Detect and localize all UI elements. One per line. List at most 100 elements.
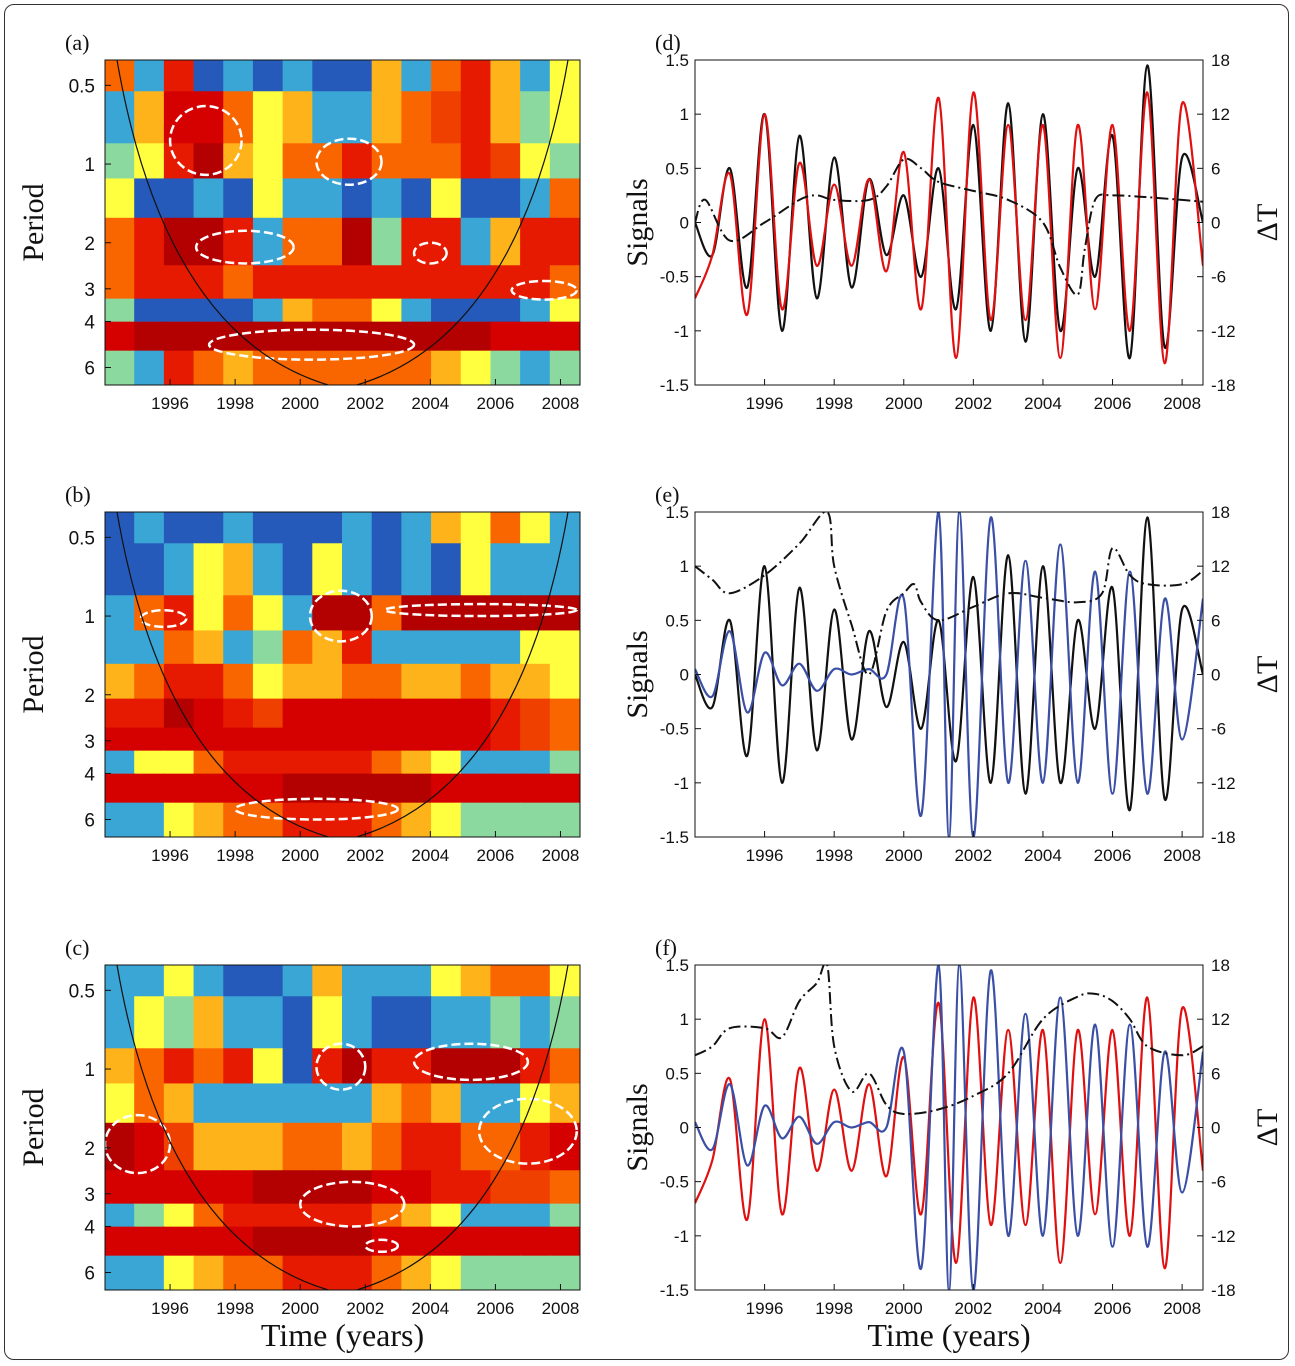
power-cell <box>401 265 433 300</box>
power-cell <box>431 1203 462 1228</box>
power-cell <box>193 178 225 219</box>
power-cell <box>163 773 195 804</box>
power-cell <box>431 750 462 775</box>
power-cell <box>401 698 433 729</box>
significance-contour <box>315 137 383 186</box>
power-cell <box>223 265 254 300</box>
power-cell <box>401 802 433 837</box>
power-cell <box>431 543 462 597</box>
power-cell <box>549 1226 580 1257</box>
power-cell <box>223 512 254 545</box>
power-cell <box>282 60 314 93</box>
power-cell <box>223 802 254 837</box>
power-cell <box>282 663 314 700</box>
power-cell <box>252 321 284 352</box>
power-cell <box>105 298 136 323</box>
power-cell <box>223 178 254 219</box>
power-cell <box>252 1122 284 1172</box>
power-cell <box>490 298 522 323</box>
power-cell <box>105 178 136 219</box>
power-cell <box>490 543 522 597</box>
power-cell <box>252 663 284 700</box>
power-cell <box>520 1226 551 1257</box>
power-cell <box>342 350 373 385</box>
x-tick-label: 1996 <box>151 1299 189 1318</box>
power-cell <box>371 265 403 300</box>
power-cell <box>252 1203 284 1228</box>
power-cell <box>223 750 254 775</box>
y-tick-label: 6 <box>84 1263 95 1284</box>
y-tick-label: 2 <box>84 1139 95 1160</box>
power-cell <box>312 91 343 145</box>
power-cell <box>193 1226 225 1257</box>
y2-tick-label: 18 <box>1211 956 1230 975</box>
y-tick-label: 3 <box>84 1185 95 1206</box>
power-cell <box>520 663 551 700</box>
y-tick-label: 3 <box>84 280 95 301</box>
power-cell <box>401 143 433 180</box>
y-tick-label: 4 <box>84 1217 95 1238</box>
power-cell <box>401 630 433 665</box>
power-cell <box>282 298 314 323</box>
power-cell <box>401 727 433 752</box>
y2-tick-label: 12 <box>1211 105 1230 124</box>
y-tick-label: 1.5 <box>665 956 689 975</box>
power-cell <box>193 217 225 267</box>
power-cell <box>312 543 343 597</box>
power-cell <box>312 996 343 1050</box>
power-cell <box>193 595 225 632</box>
x-tick-label: 2006 <box>476 394 514 413</box>
power-cell <box>342 996 373 1050</box>
power-cell <box>223 698 254 729</box>
y-tick-label: 1 <box>680 557 689 576</box>
power-cell <box>163 663 195 700</box>
power-cell <box>105 727 136 752</box>
power-cell <box>252 178 284 219</box>
power-cell <box>282 996 314 1050</box>
power-cell <box>282 217 314 267</box>
power-cell <box>549 143 580 180</box>
power-cell <box>490 178 522 219</box>
power-cell <box>549 1048 580 1085</box>
power-cell <box>460 1255 492 1290</box>
power-cell <box>490 217 522 267</box>
power-cell <box>193 698 225 729</box>
power-cell <box>490 773 522 804</box>
power-cell <box>342 512 373 545</box>
power-cell <box>282 698 314 729</box>
power-cell <box>490 60 522 93</box>
power-cell <box>134 630 165 665</box>
power-cell <box>193 996 225 1050</box>
power-cell <box>252 298 284 323</box>
power-cell <box>460 698 492 729</box>
y2-tick-label: -12 <box>1211 774 1236 793</box>
y-tick-label: 4 <box>84 312 95 333</box>
power-cell <box>312 750 343 775</box>
panel-label: (d) <box>655 30 681 55</box>
power-cell <box>371 60 403 93</box>
power-cell <box>490 727 522 752</box>
power-cell <box>371 1048 403 1085</box>
power-cell <box>223 298 254 323</box>
power-cell <box>282 91 314 145</box>
power-cell <box>342 727 373 752</box>
panel-label: (a) <box>65 30 89 55</box>
power-cell <box>105 595 136 632</box>
power-cell <box>223 1203 254 1228</box>
power-cell <box>193 727 225 752</box>
power-cell <box>549 802 580 837</box>
y-tick-label: -1.5 <box>660 376 689 395</box>
power-cell <box>490 1226 522 1257</box>
power-cell <box>105 143 136 180</box>
power-cell <box>490 1170 522 1205</box>
plot-border <box>104 964 581 1291</box>
power-cell <box>105 1048 136 1085</box>
power-cell <box>134 60 165 93</box>
power-cell <box>193 1255 225 1290</box>
x-tick-label: 2000 <box>885 394 923 413</box>
y-tick-label: 3 <box>84 732 95 753</box>
power-cell <box>252 727 284 752</box>
power-cell <box>342 1255 373 1290</box>
power-cell <box>549 1170 580 1205</box>
power-cell <box>134 1255 165 1290</box>
